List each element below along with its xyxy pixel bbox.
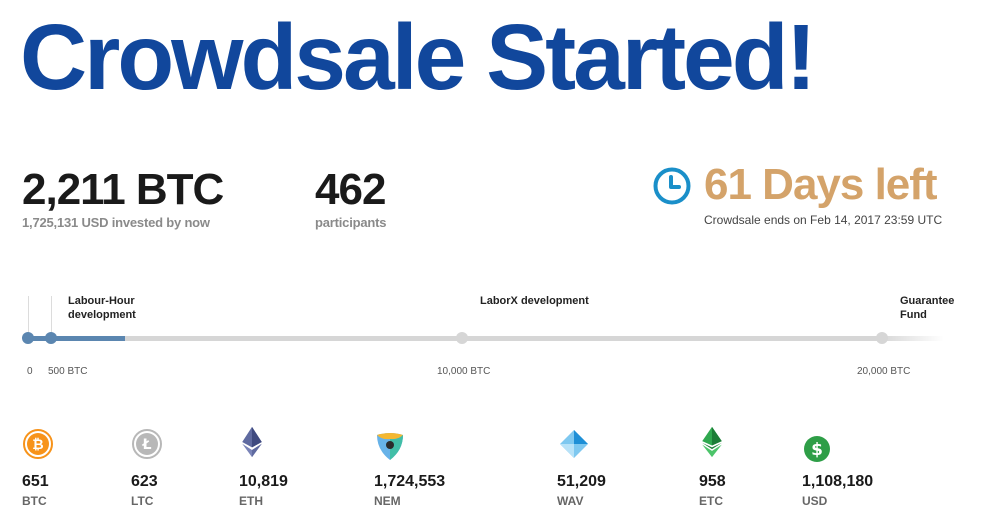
milestone-dot-10000 (456, 332, 468, 344)
usd-invested: 1,725,131 USD invested by now (22, 215, 210, 230)
btc-total: 2,211 BTC (22, 165, 224, 214)
ethereum-classic-icon (702, 426, 722, 458)
participants-label: participants (315, 215, 387, 230)
milestone-dot-0 (22, 332, 34, 344)
btc-code: BTC (22, 494, 47, 508)
bitcoin-icon: ₿ (23, 429, 53, 459)
participants-count: 462 (315, 165, 386, 214)
svg-text:Ł: Ł (142, 437, 152, 453)
wav-code: WAV (557, 494, 584, 508)
milestone-dot-500 (45, 332, 57, 344)
milestone-label-labour-hour: Labour-Hour development (68, 295, 136, 322)
nem-amount: 1,724,553 (374, 473, 446, 490)
nem-icon (377, 433, 403, 460)
milestone-label-guarantee-fund: Guarantee Fund (900, 295, 955, 322)
dollar-icon: $ (804, 436, 830, 462)
ltc-amount: 623 (131, 473, 158, 490)
milestone-amount-20000: 20,000 BTC (857, 366, 911, 377)
days-left: 61 Days left (704, 160, 938, 209)
wav-amount: 51,209 (557, 473, 606, 490)
progress-fill (28, 336, 126, 341)
milestone-guide-0 (28, 296, 29, 338)
milestone-amount-0: 0 (27, 366, 33, 377)
milestone-amount-10000: 10,000 BTC (437, 366, 491, 377)
crowdsale-end-date: Crowdsale ends on Feb 14, 2017 23:59 UTC (704, 213, 943, 227)
etc-amount: 958 (699, 473, 726, 490)
waves-icon (560, 430, 588, 458)
clock-icon (653, 167, 691, 205)
milestone-dot-20000 (876, 332, 888, 344)
btc-amount: 651 (22, 473, 49, 490)
ethereum-icon (242, 426, 262, 458)
eth-code: ETH (239, 494, 263, 508)
usd-amount: 1,108,180 (802, 473, 874, 490)
etc-code: ETC (699, 494, 723, 508)
eth-amount: 10,819 (239, 473, 288, 490)
page-title: Crowdsale Started! (20, 5, 817, 109)
usd-code: USD (802, 494, 828, 508)
nem-code: NEM (374, 494, 401, 508)
svg-text:$: $ (811, 440, 823, 460)
milestone-label-laborx: LaborX development (480, 295, 589, 307)
litecoin-icon: Ł (132, 429, 162, 459)
ltc-code: LTC (131, 494, 154, 508)
svg-text:₿: ₿ (32, 437, 43, 453)
milestone-guide-500 (51, 296, 52, 338)
progress-track (28, 336, 944, 341)
milestone-amount-500: 500 BTC (48, 366, 88, 377)
